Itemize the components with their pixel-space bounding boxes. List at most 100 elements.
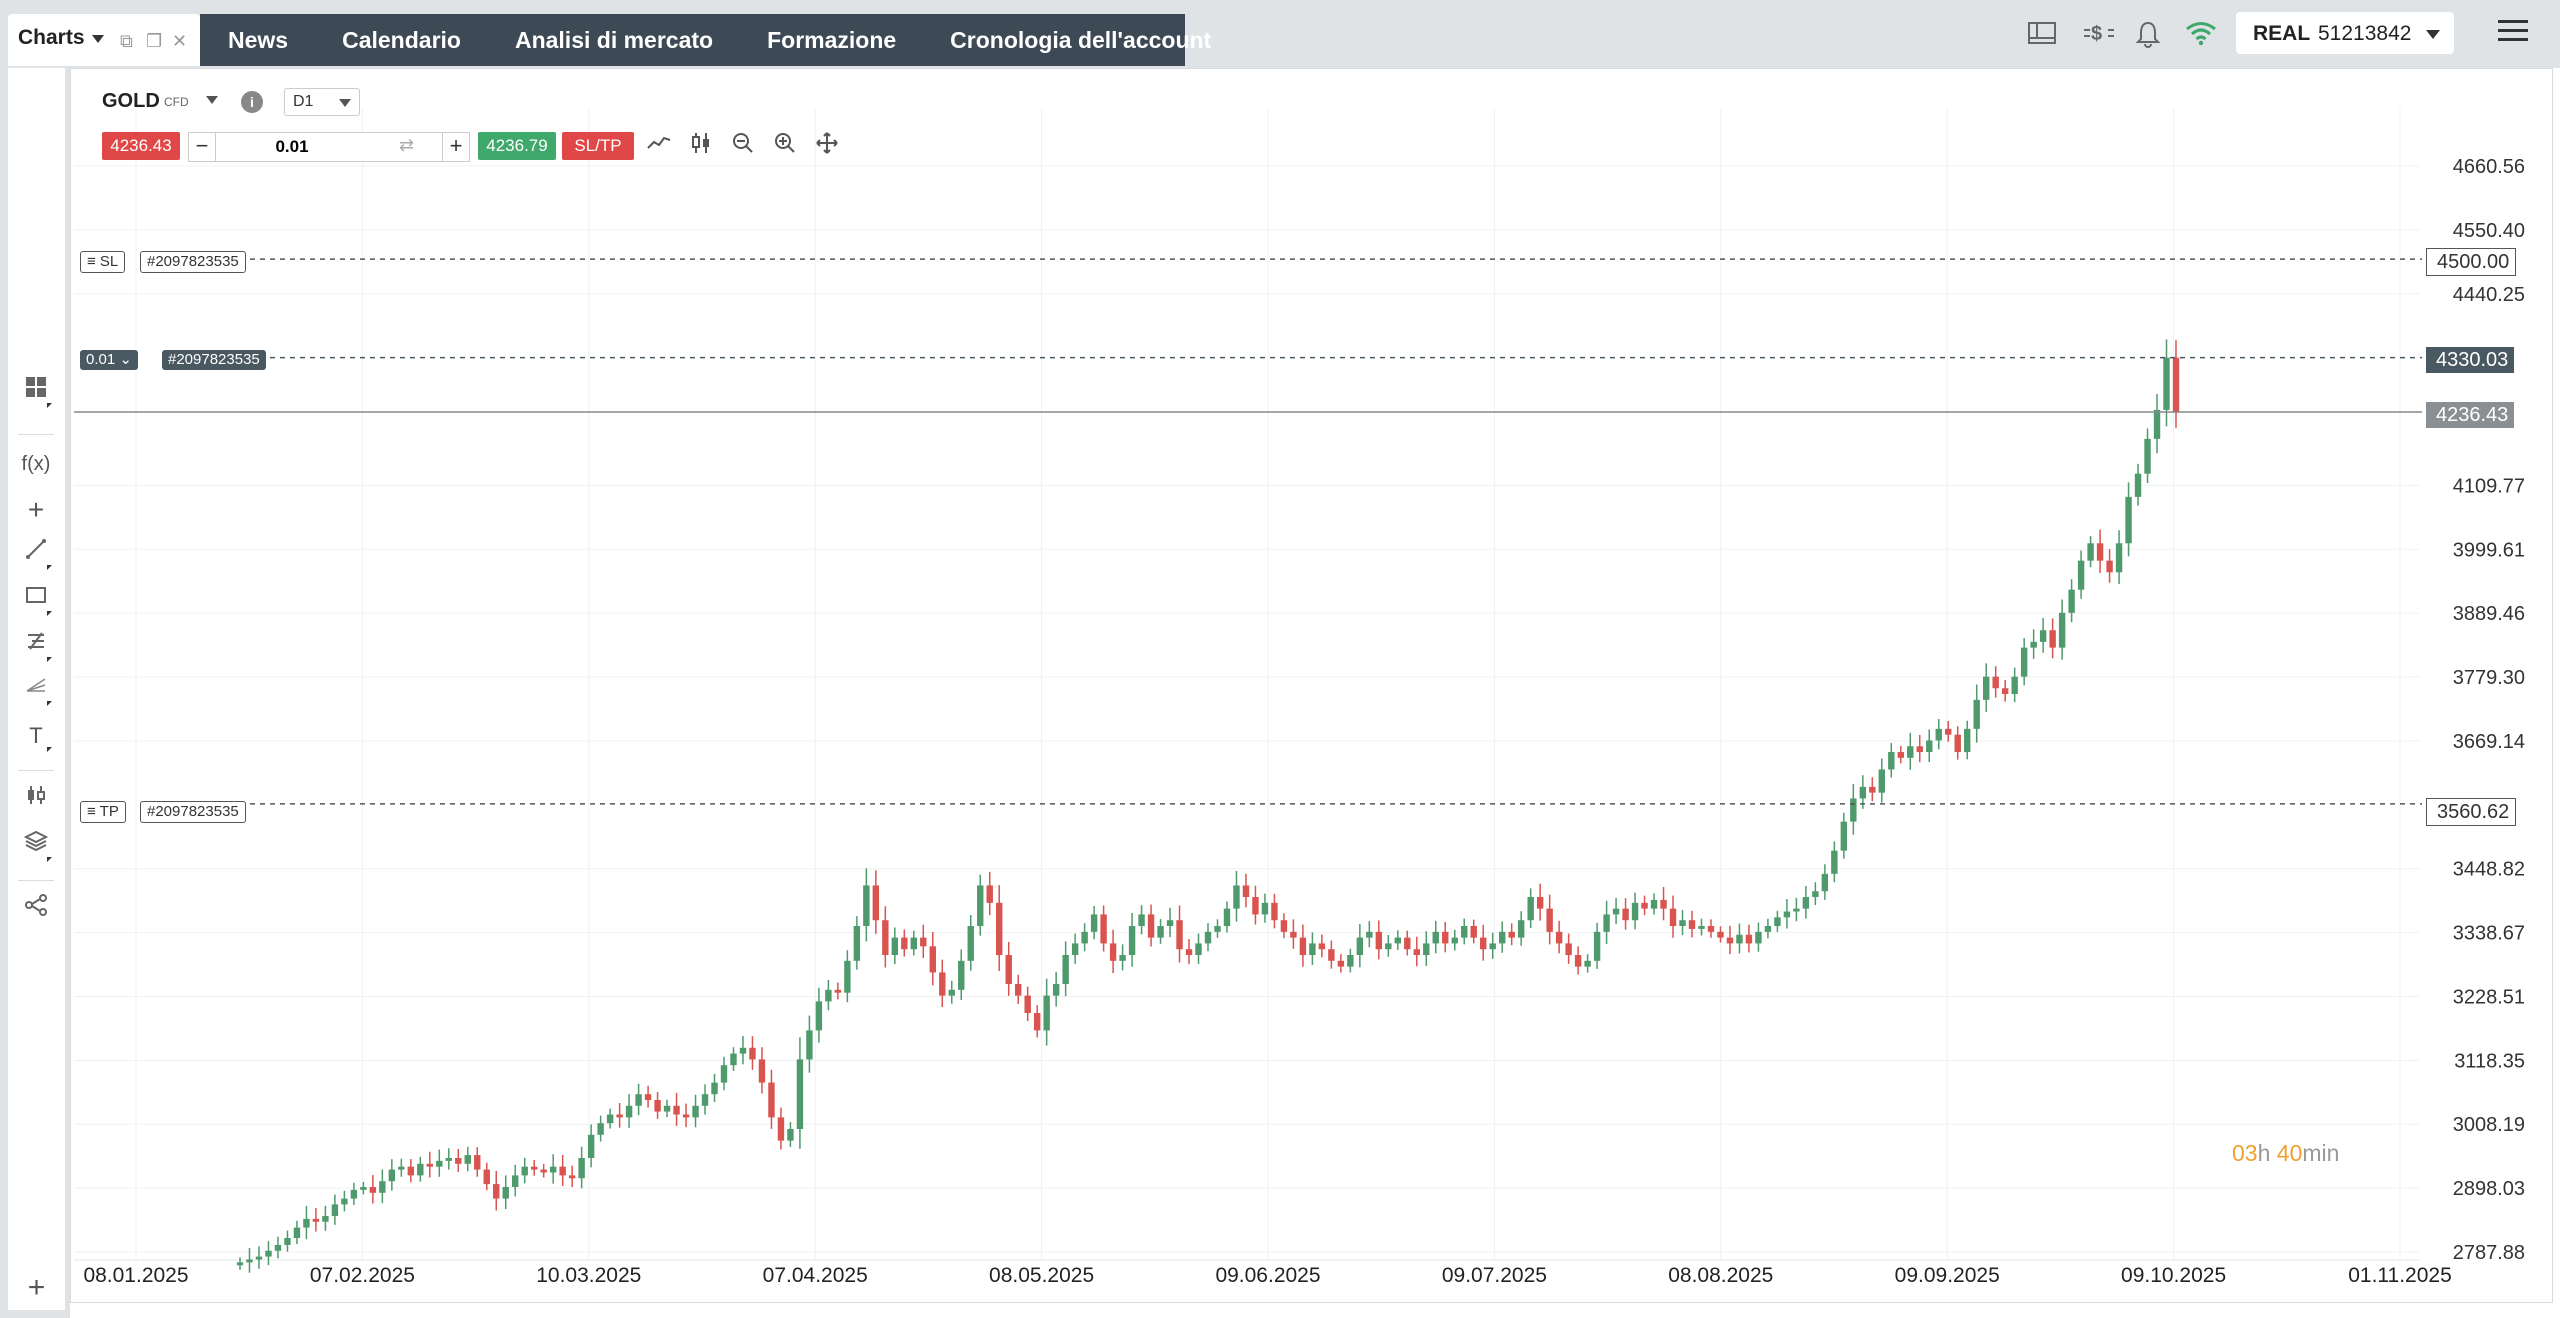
symbol-name[interactable]: GOLD	[102, 90, 160, 112]
sl-price-tag[interactable]: 4500.00	[2426, 248, 2517, 276]
candlestick-icon[interactable]	[686, 131, 716, 161]
candle	[1052, 971, 1060, 1007]
candle	[1717, 926, 1724, 943]
candle	[625, 1094, 633, 1128]
candle	[2115, 530, 2123, 585]
candle	[1736, 923, 1743, 954]
candle	[464, 1146, 471, 1172]
candle	[844, 950, 851, 1003]
candle	[1745, 924, 1753, 953]
candle	[1214, 919, 1221, 938]
price-chart[interactable]: 4660.56 4550.40 4440.25 4109.77 3999.61 3889.…	[70, 68, 2560, 1318]
tp-order-tag[interactable]: ≡ TP	[80, 801, 126, 823]
candle	[1688, 910, 1696, 938]
zoom-out-icon[interactable]	[728, 131, 758, 161]
candle	[1546, 894, 1553, 945]
candle	[1366, 921, 1373, 948]
currency-exchange-icon[interactable]: $	[2082, 20, 2114, 50]
bell-icon[interactable]	[2132, 20, 2164, 50]
trend-line-icon[interactable]	[18, 536, 54, 572]
charts-tab[interactable]: Charts ⧉ ❐ ✕	[8, 14, 200, 66]
candle	[1432, 920, 1439, 954]
restore-window-icon[interactable]: ❐	[146, 31, 163, 51]
zoom-in-icon[interactable]	[770, 131, 800, 161]
nav-analisi-di-mercato[interactable]: Analisi di mercato	[514, 27, 714, 53]
quantity-input[interactable]	[217, 133, 367, 161]
x-tick-label: 08.05.2025	[989, 1264, 1094, 1287]
nav-cronologia-account[interactable]: Cronologia dell'account	[950, 27, 1212, 53]
swap-icon[interactable]: ⇄	[399, 135, 415, 155]
rectangle-icon[interactable]	[18, 582, 54, 618]
candle	[939, 959, 946, 1008]
x-tick-label: 10.03.2025	[536, 1264, 641, 1287]
candle	[1290, 919, 1297, 949]
candle	[246, 1248, 253, 1273]
pan-move-icon[interactable]	[812, 131, 842, 161]
position-price-tag[interactable]: 4330.03	[2426, 347, 2515, 373]
sl-order-id[interactable]: #2097823535	[140, 251, 246, 273]
line-chart-icon[interactable]	[644, 131, 674, 161]
quantity-decrease-button[interactable]: −	[189, 133, 216, 161]
buy-button[interactable]: 4236.79	[478, 132, 556, 160]
candle	[1261, 893, 1269, 923]
nav-calendario[interactable]: Calendario	[342, 27, 461, 53]
candle	[815, 987, 823, 1043]
hamburger-menu-icon[interactable]	[2498, 20, 2528, 44]
candle	[1299, 924, 1307, 967]
timeframe-select[interactable]: D1	[284, 88, 360, 116]
tp-order-id[interactable]: #2097823535	[140, 801, 246, 823]
candle	[1280, 913, 1288, 939]
candle	[853, 916, 861, 970]
charts-tab-label: Charts	[18, 26, 85, 49]
layout-icon[interactable]	[2026, 20, 2058, 50]
candle	[322, 1205, 329, 1231]
candle	[1480, 924, 1487, 961]
candle	[1850, 783, 1857, 835]
chevron-down-icon[interactable]	[206, 96, 218, 104]
candle	[1394, 930, 1402, 950]
countdown-hours-unit: h	[2257, 1140, 2271, 1166]
candle	[958, 949, 965, 1000]
external-link-icon[interactable]: ⧉	[120, 31, 133, 51]
tp-price-tag[interactable]: 3560.62	[2426, 798, 2517, 826]
indicator-function-icon[interactable]: f(x)	[21, 453, 51, 475]
candle	[1508, 923, 1515, 946]
candle	[1176, 905, 1183, 963]
nav-formazione[interactable]: Formazione	[767, 27, 897, 53]
account-selector[interactable]: REAL 51213842	[2236, 12, 2454, 54]
chevron-down-icon[interactable]	[92, 35, 104, 43]
add-chart-icon[interactable]: +	[8, 1268, 65, 1310]
candle	[1812, 882, 1819, 906]
candle	[863, 868, 870, 942]
candle-countdown: 03h 40min	[2232, 1140, 2339, 1167]
candle	[1764, 918, 1772, 939]
share-icon[interactable]	[18, 892, 54, 928]
grid-layout-icon[interactable]	[18, 374, 54, 410]
sell-button[interactable]: 4236.43	[102, 132, 180, 160]
position-id[interactable]: #2097823535	[162, 350, 266, 370]
candle	[692, 1094, 699, 1128]
sl-tp-button[interactable]: SL/TP	[562, 132, 634, 160]
nav-news[interactable]: News	[228, 27, 289, 53]
quantity-increase-button[interactable]: +	[442, 133, 469, 161]
sl-order-tag[interactable]: ≡ SL	[80, 251, 126, 273]
layers-icon[interactable]	[18, 828, 54, 864]
pitchfork-icon[interactable]	[18, 672, 54, 708]
info-icon[interactable]: i	[241, 91, 263, 113]
candle	[1081, 923, 1088, 952]
candle	[1698, 918, 1705, 936]
candle	[436, 1149, 443, 1177]
candle	[1584, 954, 1591, 973]
countdown-minutes: 40	[2276, 1140, 2303, 1166]
text-tool-icon[interactable]: T	[18, 718, 54, 754]
candle	[1014, 974, 1022, 1004]
candle	[616, 1103, 623, 1128]
close-icon[interactable]: ✕	[172, 31, 188, 51]
candle	[350, 1182, 358, 1205]
candle	[673, 1092, 680, 1127]
crosshair-icon[interactable]: +	[27, 494, 45, 525]
fibonacci-icon[interactable]	[18, 628, 54, 664]
chart-type-icon[interactable]	[18, 782, 54, 818]
position-size-tag[interactable]: 0.01 ⌄	[80, 350, 138, 370]
candle	[1926, 729, 1933, 762]
